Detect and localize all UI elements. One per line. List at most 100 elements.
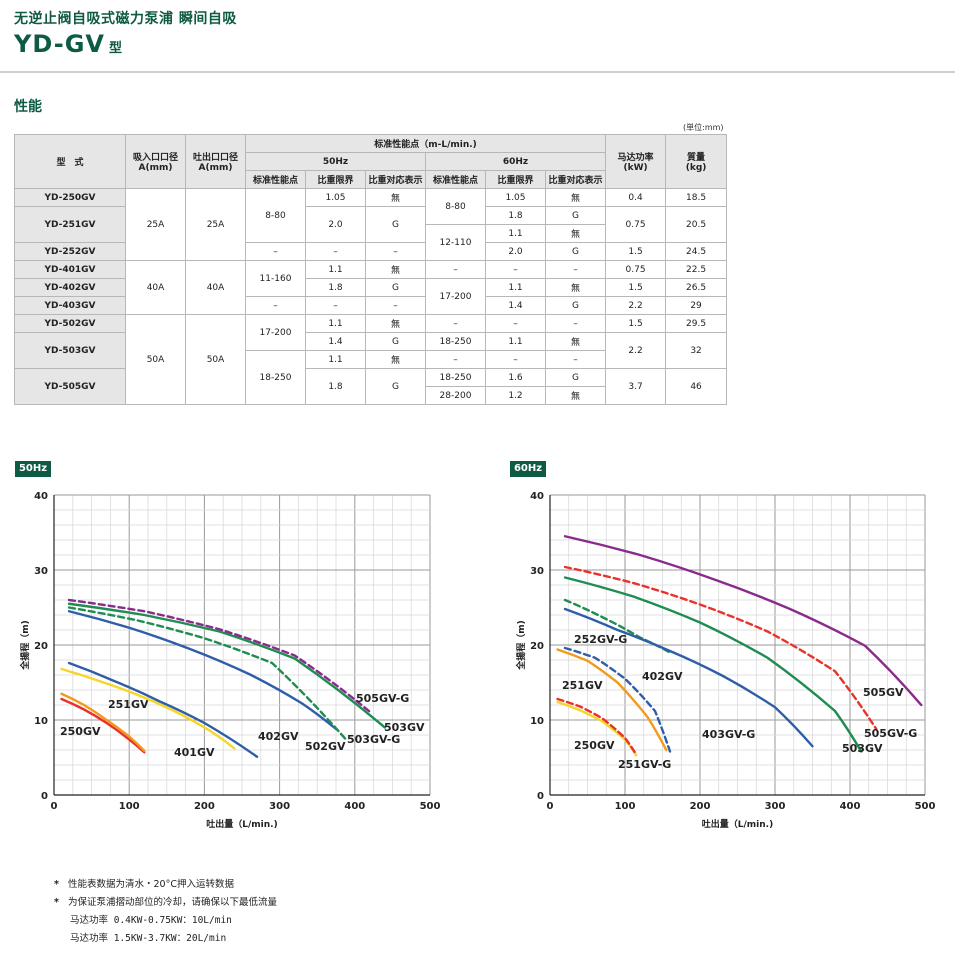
- series-label: 505GV-G: [864, 727, 917, 740]
- cell-sg50: 1.8: [305, 278, 366, 297]
- cell-model: YD-401GV: [14, 260, 126, 279]
- series-label: 401GV: [174, 746, 215, 759]
- note-3: 马达功率 0.4KW-0.75KW：10L/min: [70, 915, 232, 926]
- cell-std60: 18-250: [425, 368, 486, 387]
- cell-std60: 8-80: [425, 188, 486, 225]
- series-label: 252GV-G: [574, 633, 627, 646]
- cell-sgd50: G: [365, 332, 426, 351]
- table-row: YD-250GV 25A 25A 8-80 1.05 無 8-80 1.05 無…: [14, 188, 728, 261]
- x-tick-label: 100: [615, 801, 636, 812]
- cell-std50: 8-80: [245, 188, 306, 243]
- cell-power: 1.5: [605, 314, 667, 333]
- header-divider: [0, 71, 955, 73]
- chart-60Hz: 0 100 200 300 400 500 0 10 20 30 40 吐出量（L/min.) 全揚程（…: [515, 491, 935, 830]
- cell-discharge: 50A: [185, 314, 246, 405]
- series-label: 251GV: [108, 698, 149, 711]
- table-row: YD-402GV 1.8 G 17-200 1.1 無 1.5 26.5: [14, 278, 728, 315]
- header-sg-60: 比重限界: [485, 170, 546, 189]
- series-label: 403GV-G: [702, 728, 755, 741]
- cell-power: 0.4: [605, 188, 667, 207]
- cell-discharge: 40A: [185, 260, 246, 315]
- cell-sg60: 1.1: [485, 224, 546, 243]
- table-row: YD-401GV 40A 40A 11-160 1.1 無 – – – 0.75…: [14, 260, 728, 315]
- cell-suction: 25A: [125, 188, 186, 261]
- header-sgd-50: 比重对応表示: [365, 170, 426, 189]
- cell-sgd60: G: [544, 242, 607, 261]
- cell-sg60: 1.05: [485, 188, 546, 207]
- cell-model: YD-505GV: [14, 368, 126, 405]
- note-1: * 性能表数据为清水・20°C押入运转数据: [54, 876, 277, 894]
- cell-weight: 20.5: [665, 206, 728, 243]
- cell-std60: 17-200: [425, 278, 486, 315]
- cell-sg50: 2.0: [305, 206, 366, 243]
- cell-power: 2.2: [605, 296, 667, 315]
- y-tick-label: 40: [34, 491, 48, 502]
- cell-sg50: 1.8: [305, 368, 366, 405]
- cell-sg60: 1.8: [485, 206, 546, 225]
- series-line-505GV-G: [563, 565, 878, 731]
- cell-sgd60: 無: [544, 188, 607, 207]
- cell-std60: 12-110: [425, 224, 486, 261]
- cell-sgd60: 無: [544, 278, 607, 297]
- header-weight: 質量 (kg): [665, 134, 728, 189]
- series-line-251GV-G: [556, 697, 638, 756]
- section-title: 性能: [14, 99, 42, 115]
- x-tick-label: 500: [420, 801, 441, 812]
- cell-sg60: 1.1: [485, 332, 546, 351]
- header-suction: 吸入口口径 A(mm): [125, 134, 186, 189]
- y-tick-label: 10: [34, 716, 48, 727]
- series-line-252GV-G: [563, 646, 672, 753]
- x-tick-label: 400: [344, 801, 365, 812]
- cell-model: YD-251GV: [14, 206, 126, 243]
- x-tick-label: 0: [547, 801, 554, 812]
- cell-sgd50: G: [365, 206, 426, 243]
- note-4: 马达功率 1.5KW-3.7KW：20L/min: [70, 933, 227, 944]
- header-50hz: 50Hz: [245, 152, 426, 171]
- header-power: 马达功率 (kW): [605, 134, 667, 189]
- table-row: 12-110 1.1 無: [15, 224, 727, 261]
- cell-weight: 29: [665, 296, 728, 315]
- series-line-403GV-G: [563, 607, 814, 748]
- cell-std60: 28-200: [425, 386, 486, 405]
- y-tick-label: 20: [34, 641, 48, 652]
- x-tick-label: 500: [915, 801, 936, 812]
- header-sgd-60: 比重对応表示: [544, 170, 607, 189]
- cell-model: YD-502GV: [14, 314, 126, 333]
- note-1-text: 性能表数据为清水・20°C押入运转数据: [68, 879, 234, 890]
- cell-weight: 29.5: [665, 314, 728, 333]
- cell-sg50: 1.05: [305, 188, 366, 207]
- series-line-503GV-G: [67, 606, 349, 743]
- series-line-503GV: [67, 602, 387, 729]
- header-model: 型 式: [14, 134, 126, 189]
- cell-std60: 18-250: [425, 332, 486, 351]
- cell-weight: 24.5: [665, 242, 728, 261]
- x-axis-label: 吐出量（L/min.): [206, 818, 277, 830]
- y-tick-label: 0: [537, 791, 544, 802]
- cell-sgd60: 無: [544, 386, 607, 405]
- cell-sg60: –: [485, 350, 546, 369]
- y-tick-label: 40: [530, 491, 544, 502]
- y-axis-label: 全揚程（m): [19, 620, 31, 671]
- x-tick-label: 100: [119, 801, 140, 812]
- cell-sgd50: 無: [365, 314, 426, 333]
- x-tick-label: 200: [194, 801, 215, 812]
- y-tick-label: 20: [530, 641, 544, 652]
- series-line-505GV: [563, 535, 923, 707]
- cell-sg60: 1.6: [485, 368, 546, 387]
- y-tick-label: 30: [34, 566, 48, 577]
- cell-sgd60: 無: [544, 224, 607, 243]
- cell-sg50: 1.4: [305, 332, 366, 351]
- cell-model: YD-250GV: [14, 188, 126, 207]
- cell-power: 0.75: [605, 260, 667, 279]
- series-line-505GV-G: [67, 598, 372, 713]
- cell-discharge: 25A: [185, 188, 246, 261]
- series-label: 251GV-G: [618, 758, 671, 771]
- series-label: 503GV: [384, 721, 425, 734]
- series-line-250GV: [60, 697, 146, 754]
- cell-weight: 18.5: [665, 188, 728, 207]
- cell-sg60: 1.1: [485, 278, 546, 297]
- cell-power: 1.5: [605, 278, 667, 297]
- cell-std60: –: [425, 350, 486, 369]
- x-tick-label: 300: [269, 801, 290, 812]
- cell-sg50: –: [305, 242, 366, 261]
